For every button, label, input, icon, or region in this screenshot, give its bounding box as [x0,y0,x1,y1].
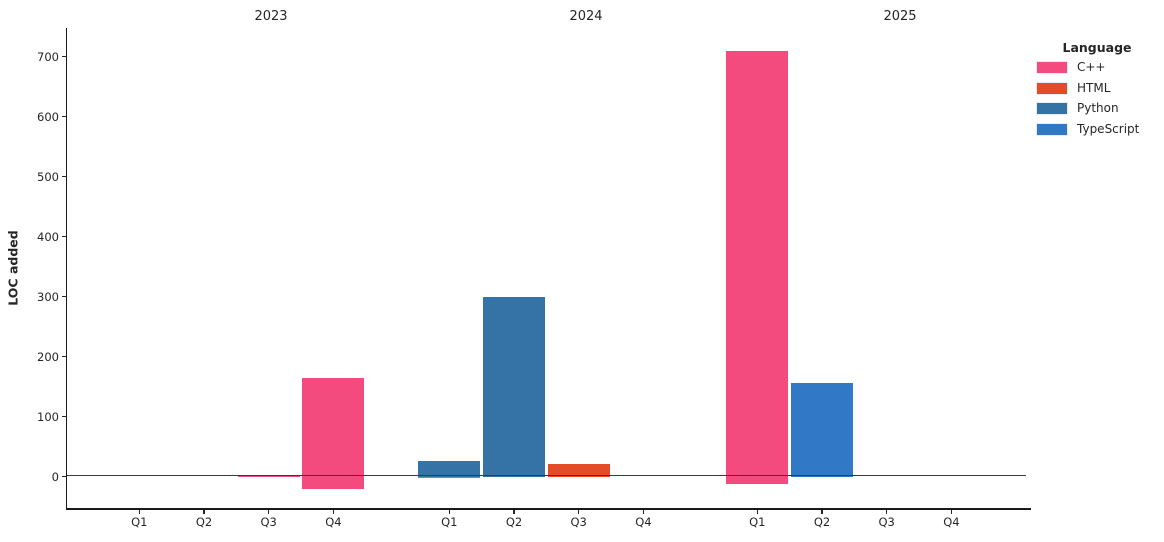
legend-entry-Python: Python [1034,101,1160,115]
x-tick-label-2025-Q2: Q2 [813,515,831,529]
x-tick-mark-2023-Q1 [138,509,140,515]
x-tick-label-2023-Q1: Q1 [131,515,148,529]
facet-title-2025: 2025 [883,9,917,24]
x-tick-label-2024-Q3: Q3 [570,515,587,529]
x-tick-mark-2025-Q1 [756,509,758,515]
x-tick-label-2025-Q3: Q3 [878,515,895,529]
legend-title: Language [1062,40,1132,55]
bar-2025-Q1-C++ [726,50,789,477]
facet-title-2023: 2023 [254,9,288,24]
legend-label: C++ [1077,60,1106,74]
bar-2023-Q4-C++ [302,476,365,489]
legend-swatch-icon [1037,123,1067,135]
legend-label: TypeScript [1077,121,1140,136]
y-tick-label-0: 0 [51,469,59,484]
bar-2024-Q1-Python [418,460,481,477]
bar-2024-Q2-Python [483,296,545,477]
x-tick-label-2024-Q1: Q1 [441,515,458,529]
y-tick-label-400: 400 [37,229,59,244]
legend-swatch-icon [1037,103,1067,114]
y-tick-label-300: 300 [37,289,59,304]
legend-swatch-icon [1037,62,1067,73]
y-tick-label-100: 100 [37,409,59,424]
x-axis-spine [65,508,1031,510]
bar-2024-Q1-C++ [418,476,481,478]
y-tick-mark-700 [61,56,66,58]
bar-2024-Q3-HTML [547,464,610,477]
y-tick-mark-300 [61,296,66,298]
x-tick-label-2023-Q4: Q4 [325,515,342,529]
legend-entry-HTML: HTML [1034,80,1160,95]
x-tick-label-2025-Q1: Q1 [749,515,766,529]
y-tick-label-500: 500 [37,169,59,184]
legend-label: Python [1077,101,1119,115]
x-tick-mark-2025-Q3 [886,509,888,515]
bar-2025-Q1-C++ [726,476,789,484]
y-tick-label-700: 700 [37,49,59,64]
x-tick-label-2024-Q2: Q2 [505,515,523,529]
legend-label: HTML [1077,80,1111,95]
y-tick-label-600: 600 [37,109,59,124]
x-tick-mark-2024-Q3 [578,509,580,515]
x-tick-label-2025-Q4: Q4 [943,515,960,529]
legend-entry-C++: C++ [1034,60,1160,74]
zero-line [67,474,1026,477]
x-tick-mark-2024-Q4 [642,509,645,515]
y-tick-mark-200 [61,356,66,358]
x-tick-mark-2023-Q2 [203,509,205,515]
legend-entry-TypeScript: TypeScript [1034,121,1160,136]
y-tick-mark-0 [61,476,66,478]
y-tick-label-200: 200 [37,349,59,364]
facet-title-2024: 2024 [569,9,603,24]
x-tick-label-2023-Q2: Q2 [195,515,213,529]
y-axis-spine [65,28,68,510]
y-tick-mark-400 [61,236,66,238]
y-tick-mark-500 [61,176,66,178]
x-tick-mark-2023-Q4 [332,509,335,515]
x-tick-label-2023-Q3: Q3 [260,515,277,529]
bar-2025-Q2-TypeScript [791,382,853,477]
x-tick-label-2024-Q4: Q4 [635,515,652,529]
x-tick-mark-2024-Q1 [448,509,450,515]
y-tick-mark-100 [61,416,66,418]
x-tick-mark-2023-Q3 [268,509,270,515]
bar-2023-Q4-C++ [302,377,365,477]
legend: Language C++ HTML Python TypeScript [1034,40,1160,144]
legend-swatch-icon [1037,82,1067,94]
x-tick-mark-2025-Q2 [821,509,823,515]
x-tick-mark-2024-Q2 [513,509,515,515]
x-tick-mark-2025-Q4 [950,509,953,515]
y-tick-mark-600 [61,116,66,118]
